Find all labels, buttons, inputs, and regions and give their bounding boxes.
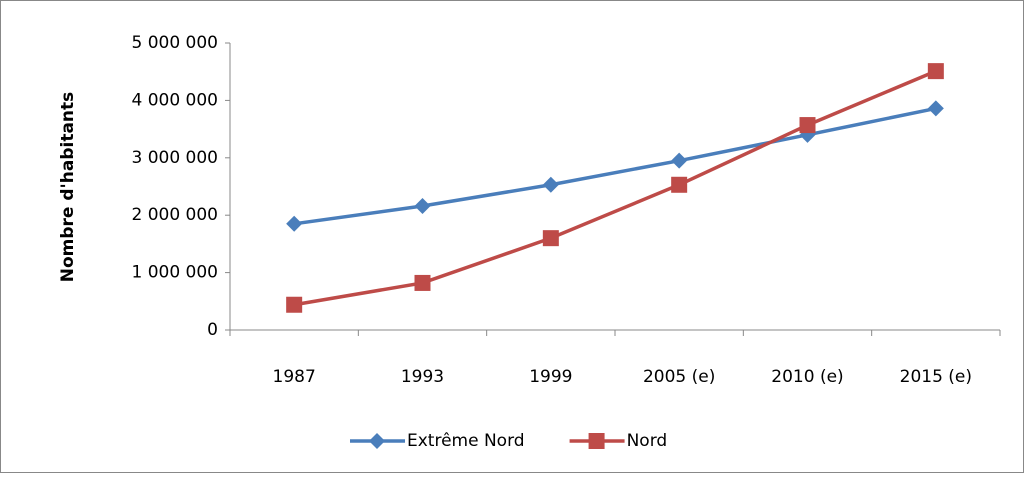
- series-line: [293, 106, 937, 226]
- data-point: [671, 152, 688, 169]
- y-tick-label: 5 000 000: [131, 33, 218, 53]
- data-point: [927, 63, 944, 80]
- x-tick-label: 2010 (e): [771, 367, 843, 387]
- y-tick-label: 4 000 000: [131, 90, 218, 110]
- data-point: [414, 274, 431, 291]
- data-point: [286, 215, 303, 232]
- data-point: [799, 117, 816, 134]
- x-tick-label: 2005 (e): [643, 367, 715, 387]
- x-tick-label: 1987: [273, 367, 316, 387]
- y-tick-label: 2 000 000: [131, 205, 218, 225]
- legend-label: Nord: [627, 431, 668, 451]
- y-tick-label: 1 000 000: [131, 263, 218, 283]
- x-tick-label: 2015 (e): [900, 367, 972, 387]
- data-point: [286, 296, 303, 313]
- data-point: [671, 176, 688, 193]
- data-point: [542, 176, 559, 193]
- data-point: [542, 230, 559, 247]
- x-tick-label: 1999: [529, 367, 572, 387]
- legend-marker: [369, 433, 385, 449]
- y-axis-title: Nombre d'habitants: [58, 92, 78, 283]
- x-tick-label: 1993: [401, 367, 444, 387]
- y-tick-label: 0: [207, 320, 218, 340]
- legend-label: Extrême Nord: [407, 431, 525, 451]
- legend-marker: [588, 433, 605, 449]
- data-point: [927, 100, 944, 117]
- series-line: [293, 69, 937, 307]
- y-tick-label: 3 000 000: [131, 148, 218, 168]
- data-point: [414, 198, 431, 215]
